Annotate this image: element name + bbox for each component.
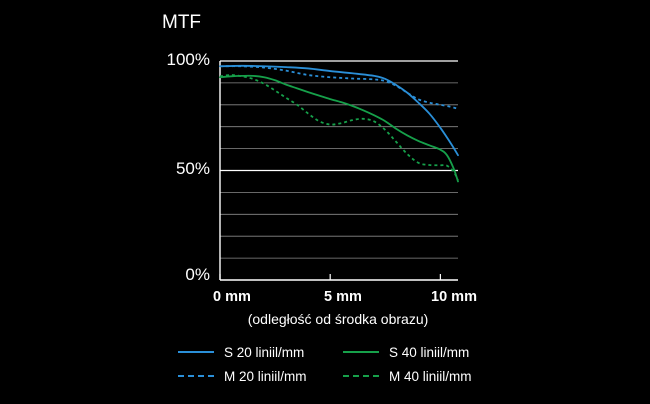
legend-label-m20: M 20 liniil/mm [224, 368, 307, 384]
chart-title: MTF [162, 12, 202, 33]
legend-swatch-m20 [178, 375, 214, 377]
legend-label-m40: M 40 liniil/mm [389, 368, 472, 384]
legend-label-s40: S 40 liniil/mm [389, 344, 470, 360]
x-axis-label: (odległość od środka obrazu) [247, 311, 429, 327]
x-tick-label-5: 5 mm [324, 289, 362, 305]
series-line-s40 [219, 74, 459, 183]
y-tick-label-0: 0% [185, 265, 210, 284]
series-line-m20 [219, 65, 459, 110]
legend-item-m20: M 20 liniil/mm [178, 367, 307, 385]
legend-item-s20: S 20 liniil/mm [178, 343, 304, 361]
y-tick-label-50: 50% [175, 159, 210, 178]
legend-item-s40: S 40 liniil/mm [343, 343, 469, 361]
legend-item-m40: M 40 liniil/mm [343, 367, 472, 385]
legend-label-s20: S 20 liniil/mm [224, 344, 305, 360]
y-tick-label-100: 100% [166, 50, 210, 69]
x-tick-label-0: 0 mm [213, 289, 251, 305]
legend-swatch-m40 [343, 375, 379, 377]
series-line-m40 [219, 74, 459, 181]
legend-swatch-s40 [343, 351, 379, 353]
series-line-s20 [219, 64, 459, 157]
legend-swatch-s20 [178, 351, 214, 353]
x-tick-label-10: 10 mm [431, 289, 477, 305]
